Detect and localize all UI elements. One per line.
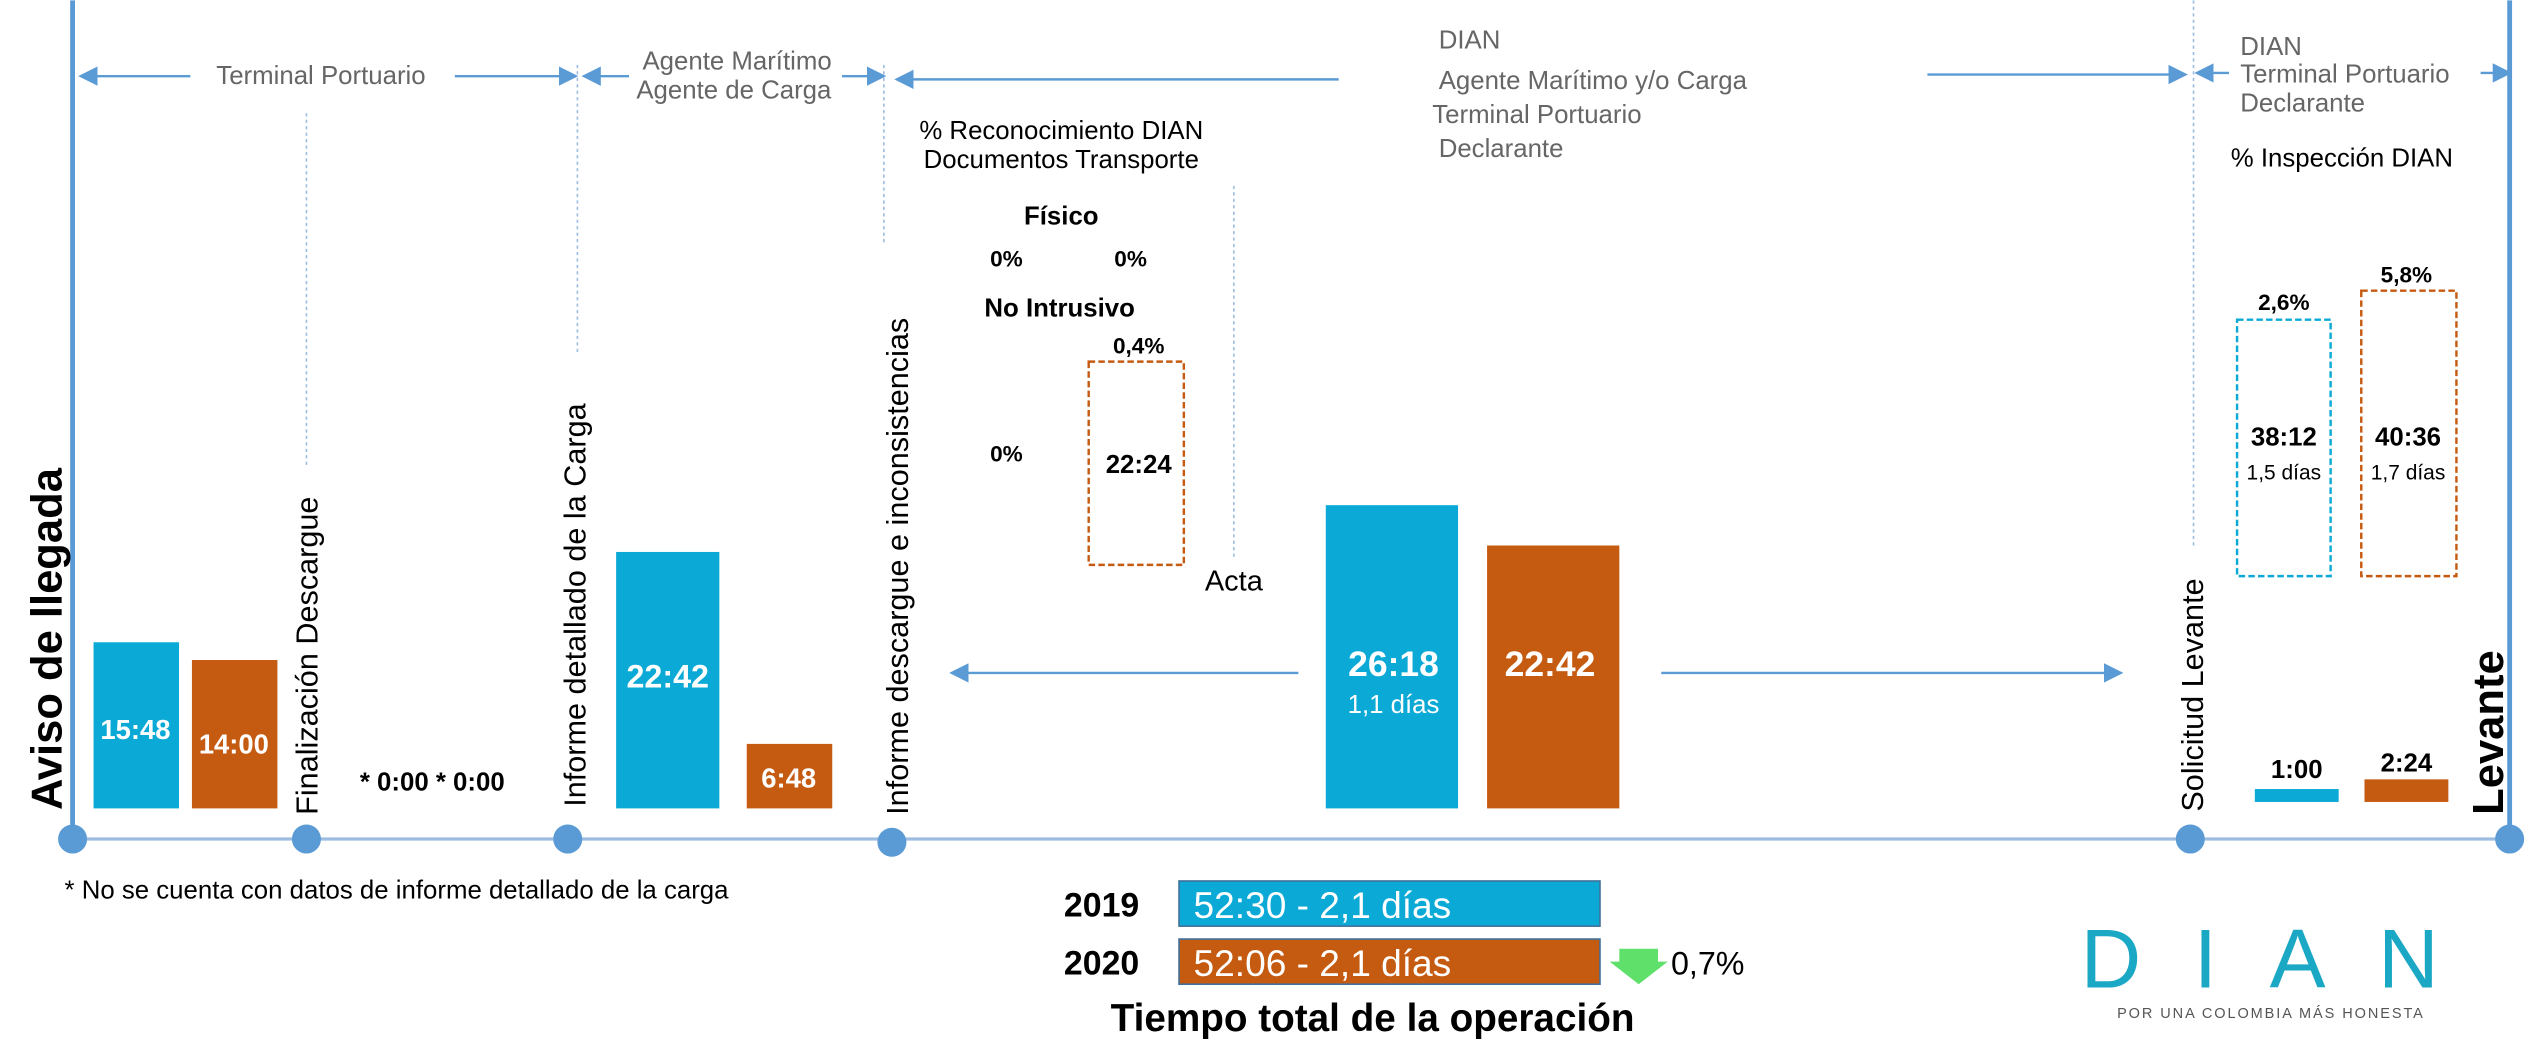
label: Documentos Transporte bbox=[924, 146, 1199, 174]
actors: Terminal Portuario Agente Marítimo Agent… bbox=[216, 27, 2449, 163]
actor: Agente de Carga bbox=[636, 77, 832, 105]
bar-label: 1:00 bbox=[2271, 756, 2323, 784]
change: 0,7% bbox=[1671, 946, 1745, 982]
bar-label: 15:48 bbox=[100, 714, 170, 745]
total-title: Tiempo total de la operación bbox=[1111, 997, 1635, 1040]
total: 52:06 - 2,1 días bbox=[1194, 942, 1452, 984]
note: * 0:00 * 0:00 bbox=[360, 769, 505, 797]
bar-label: 6:48 bbox=[761, 762, 816, 793]
label: 38:12 bbox=[2251, 424, 2317, 452]
label: 2,6% bbox=[2258, 290, 2309, 315]
bar-label: 14:00 bbox=[199, 729, 269, 760]
milestones: Aviso de llegada Finalización Descargue … bbox=[23, 318, 2513, 815]
label: % Reconocimiento DIAN bbox=[919, 117, 1203, 145]
actor: Agente Marítimo bbox=[642, 48, 831, 76]
milestone: Informe detallado de la Carga bbox=[558, 402, 592, 806]
logo-name: DIAN bbox=[2081, 911, 2462, 1005]
actor: Terminal Portuario bbox=[1432, 101, 1641, 129]
actor: Declarante bbox=[2240, 90, 2365, 118]
year: 2019 bbox=[1064, 886, 1139, 924]
logo-slogan: POR UNA COLOMBIA MÁS HONESTA bbox=[2117, 1005, 2425, 1022]
bar-label: 2:24 bbox=[2381, 749, 2433, 777]
label: 1,5 días bbox=[2247, 461, 2322, 484]
milestone: Finalización Descargue bbox=[291, 497, 325, 815]
milestone: Aviso de llegada bbox=[23, 467, 71, 810]
inspection: % Inspección DIAN 2,6% 38:12 1,5 días 5,… bbox=[2231, 144, 2458, 578]
bar-label: 26:18 bbox=[1348, 644, 1439, 684]
milestone: Informe descargue e inconsistencias bbox=[881, 318, 915, 815]
label: 0% bbox=[990, 442, 1023, 467]
label: 1,7 días bbox=[2371, 461, 2446, 484]
bar-label: 22:42 bbox=[626, 658, 708, 694]
footnote: * No se cuenta con datos de informe deta… bbox=[65, 877, 730, 905]
label: 5,8% bbox=[2381, 263, 2432, 288]
actor: Terminal Portuario bbox=[216, 62, 425, 90]
label: 0,4% bbox=[1113, 334, 1164, 359]
actor: Agente Marítimo y/o Carga bbox=[1439, 67, 1748, 95]
totals: 2019 52:30 - 2,1 días 2020 52:06 - 2,1 d… bbox=[1064, 880, 1745, 1040]
label: 0% bbox=[1114, 246, 1147, 271]
recognition: % Reconocimiento DIAN Documentos Transpo… bbox=[919, 117, 1263, 598]
actor: Declarante bbox=[1439, 135, 1564, 163]
logo: DIAN POR UNA COLOMBIA MÁS HONESTA bbox=[2081, 911, 2462, 1022]
milestone: Solicitud Levante bbox=[2176, 578, 2210, 811]
label: % Inspección DIAN bbox=[2231, 144, 2453, 172]
label: No Intrusivo bbox=[984, 294, 1135, 322]
label: 40:36 bbox=[2375, 424, 2441, 452]
bars: 15:48 14:00 * 0:00 * 0:00 22:42 6:48 26:… bbox=[93, 505, 2449, 809]
bar-label: 1,1 días bbox=[1348, 691, 1440, 719]
actor: DIAN bbox=[1439, 27, 1501, 55]
timeline bbox=[58, 0, 2525, 857]
milestone: Levante bbox=[2465, 650, 2513, 815]
actor: DIAN bbox=[2240, 33, 2302, 61]
label: 0% bbox=[990, 246, 1023, 271]
bar-label: 22:42 bbox=[1505, 644, 1596, 684]
label: Físico bbox=[1024, 203, 1099, 231]
actor: Terminal Portuario bbox=[2240, 61, 2449, 89]
label: Acta bbox=[1205, 566, 1264, 598]
arrows bbox=[78, 63, 2513, 683]
label: 22:24 bbox=[1106, 451, 1173, 479]
year: 2020 bbox=[1064, 945, 1139, 983]
total: 52:30 - 2,1 días bbox=[1194, 884, 1452, 926]
